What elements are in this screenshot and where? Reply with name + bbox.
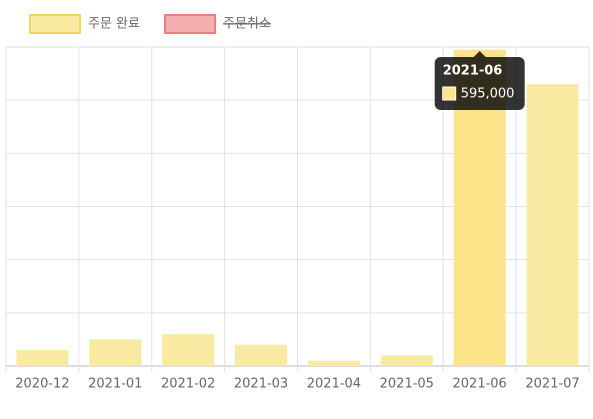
tooltip-value: 595,000 bbox=[461, 87, 515, 102]
tooltip: 2021-06 595,000 bbox=[434, 51, 525, 110]
x-tick-label: 2020-12 bbox=[15, 377, 69, 392]
x-tick-label: 2021-01 bbox=[88, 377, 142, 392]
x-tick-label: 2021-03 bbox=[234, 377, 288, 392]
tooltip-box bbox=[434, 57, 525, 110]
bar bbox=[307, 360, 360, 366]
tooltip-arrow bbox=[473, 51, 486, 57]
x-tick-label: 2021-07 bbox=[525, 377, 579, 392]
legend-swatch bbox=[29, 14, 81, 34]
bar bbox=[16, 350, 69, 366]
tooltip-title: 2021-06 bbox=[443, 64, 503, 79]
legend-swatch bbox=[164, 14, 216, 34]
bar bbox=[89, 339, 142, 366]
x-tick-label: 2021-02 bbox=[161, 377, 215, 392]
legend-label: 주문 완료 bbox=[88, 17, 140, 32]
x-tick-label: 2021-04 bbox=[307, 377, 361, 392]
bar bbox=[162, 334, 215, 366]
legend-label: 주문취소 bbox=[223, 17, 271, 32]
bar bbox=[235, 344, 288, 366]
bar bbox=[380, 355, 433, 366]
bar bbox=[526, 84, 579, 366]
x-tick-label: 2021-06 bbox=[453, 377, 507, 392]
tooltip-swatch bbox=[442, 86, 457, 101]
x-tick-label: 2021-05 bbox=[380, 377, 434, 392]
